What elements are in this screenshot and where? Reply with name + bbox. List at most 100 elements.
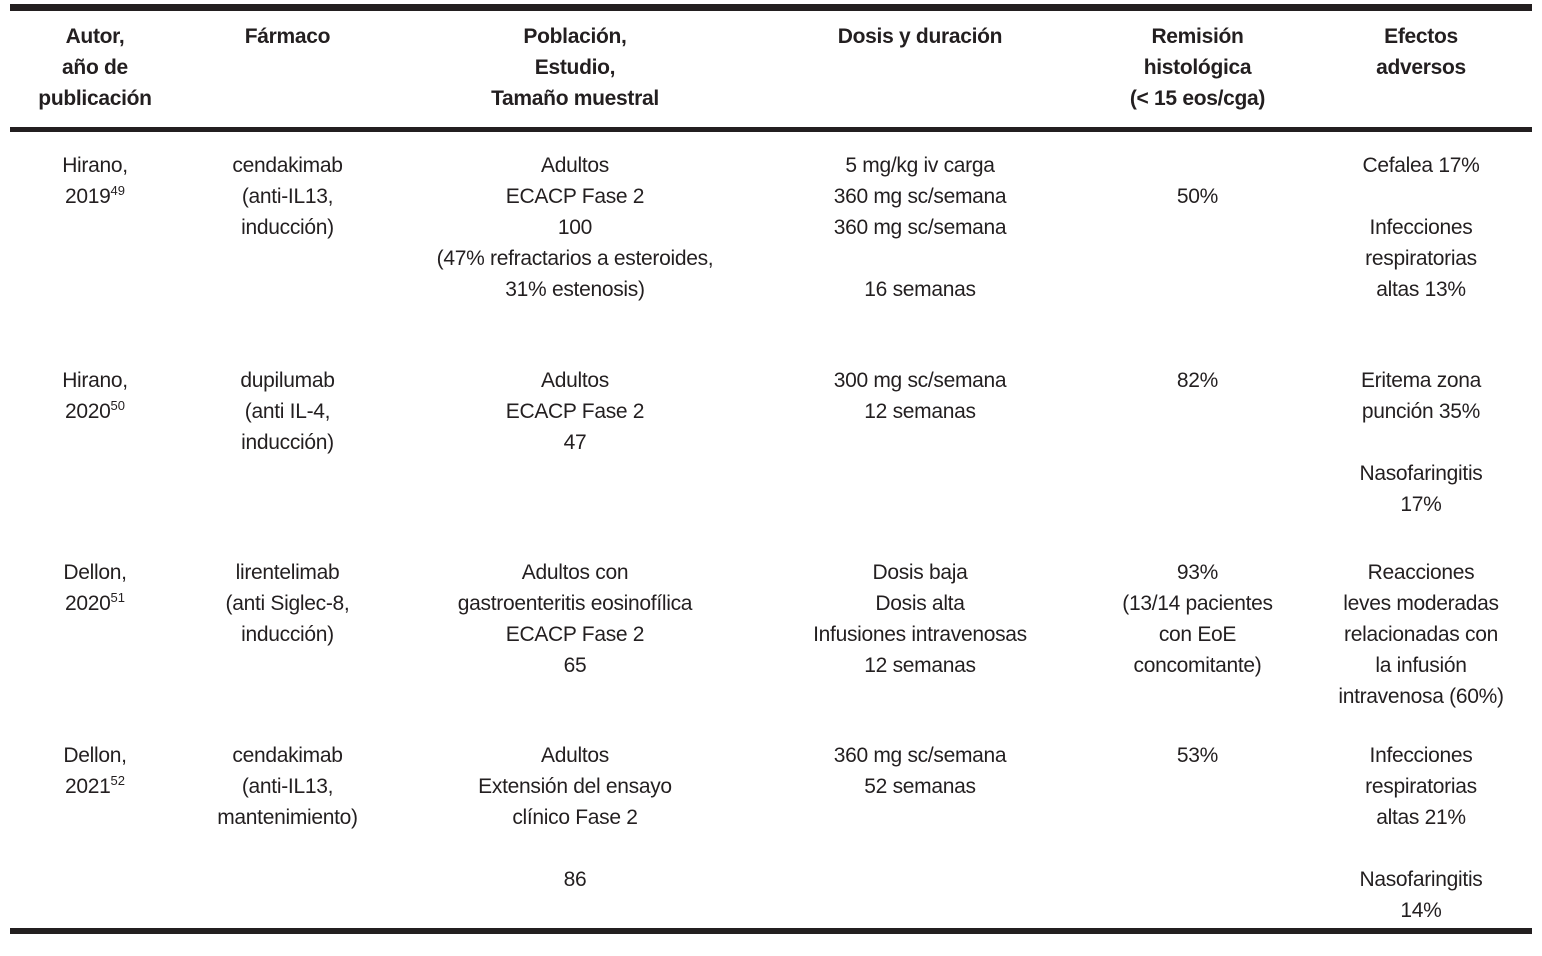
- poblacion-cell: Adultos con gastroenteritis eosinofílica E…: [395, 557, 755, 681]
- text-line: 14%: [1400, 899, 1442, 922]
- text-line: 52 semanas: [864, 775, 976, 798]
- text-line: Adultos: [541, 369, 609, 392]
- text-line: 100: [557, 216, 593, 239]
- text-line: Dosis baja: [872, 561, 968, 584]
- text-line: 360 mg sc/semana: [833, 744, 1007, 767]
- text-line: Dosis y duración: [837, 25, 1003, 48]
- column-header-farmaco: Fármaco: [180, 21, 395, 114]
- author-year: 201949: [65, 183, 125, 208]
- text-line: intravenosa (60%): [1338, 685, 1504, 708]
- efectos-cell: Eritema zona punción 35% Nasofaringitis 17…: [1310, 365, 1532, 520]
- dosis-cell: 300 mg sc/semana 12 semanas: [755, 365, 1085, 427]
- efectos-cell: Cefalea 17% Infecciones respiratorias alta…: [1310, 150, 1532, 305]
- table-row: Hirano, 201949 cendakimab (anti-IL13, indu…: [10, 132, 1532, 365]
- text-line: [1310, 181, 1532, 212]
- farmaco-cell: lirentelimab (anti Siglec-8, inducción): [180, 557, 395, 650]
- remision-cell: 50%: [1085, 150, 1310, 212]
- text-line: (anti-IL13,: [241, 185, 334, 208]
- text-line: (< 15 eos/cga): [1129, 87, 1266, 110]
- text-line: 300 mg sc/semana: [833, 369, 1007, 392]
- text-line: altas 13%: [1376, 278, 1466, 301]
- reference-superscript: 51: [110, 590, 125, 605]
- author-year: 202152: [65, 773, 125, 798]
- dosis-cell: Dosis baja Dosis alta Infusiones intraveno…: [755, 557, 1085, 681]
- text-line: Tamaño muestral: [491, 87, 659, 110]
- text-line: inducción): [241, 431, 334, 454]
- text-line: gastroenteritis eosinofílica: [457, 592, 693, 615]
- remision-cell: 93% (13/14 pacientes con EoE concomitante): [1085, 557, 1310, 681]
- text-line: año de: [62, 56, 128, 79]
- text-line: Adultos con: [521, 561, 629, 584]
- text-line: Estudio,: [534, 56, 616, 79]
- dosis-cell: 5 mg/kg iv carga 360 mg sc/semana 360 mg s…: [755, 150, 1085, 305]
- text-line: Dosis alta: [875, 592, 965, 615]
- text-line: Adultos: [541, 744, 609, 767]
- text-line: ECACP Fase 2: [505, 623, 645, 646]
- text-line: Nasofaringitis: [1359, 868, 1483, 891]
- text-line: 53%: [1176, 744, 1219, 767]
- text-line: dupilumab: [240, 369, 335, 392]
- text-line: lirentelimab: [235, 561, 340, 584]
- column-header-dosis: Dosis y duración: [755, 21, 1085, 114]
- text-line: Infecciones: [1369, 744, 1473, 767]
- text-line: Nasofaringitis: [1359, 462, 1483, 485]
- text-line: inducción): [241, 623, 334, 646]
- remision-cell: 82%: [1085, 365, 1310, 396]
- text-line: 47: [563, 431, 587, 454]
- text-line: [395, 833, 755, 864]
- text-line: ECACP Fase 2: [505, 400, 645, 423]
- text-line: inducción): [241, 216, 334, 239]
- farmaco-cell: cendakimab (anti-IL13, mantenimiento): [180, 740, 395, 833]
- column-header-autor: Autor, año de publicación: [10, 21, 180, 114]
- text-line: 93%: [1176, 561, 1219, 584]
- text-line: relacionadas con: [1344, 623, 1498, 646]
- author-cell: Dellon, 202051: [10, 557, 180, 619]
- text-line: Adultos: [541, 154, 609, 177]
- text-line: histológica: [1143, 56, 1252, 79]
- poblacion-cell: Adultos ECACP Fase 2 100 (47% refractarios …: [395, 150, 755, 305]
- text-line: 16 semanas: [864, 278, 976, 301]
- text-line: 50%: [1176, 185, 1219, 208]
- remision-cell: 53%: [1085, 740, 1310, 771]
- table-header: Autor, año de publicación Fármaco Població…: [10, 11, 1532, 132]
- author-cell: Hirano, 202050: [10, 365, 180, 427]
- text-line: [1310, 833, 1532, 864]
- author-name: Dellon,: [63, 744, 127, 767]
- efectos-cell: Infecciones respiratorias altas 21% Nasofa…: [1310, 740, 1532, 926]
- farmaco-cell: dupilumab (anti IL-4, inducción): [180, 365, 395, 458]
- text-line: concomitante): [1133, 654, 1262, 677]
- text-line: Efectos: [1384, 25, 1458, 48]
- text-line: 31% estenosis): [505, 278, 645, 301]
- author-year: 202050: [65, 398, 125, 423]
- text-line: Extensión del ensayo: [478, 775, 672, 798]
- text-line: 12 semanas: [864, 654, 976, 677]
- text-line: [1310, 427, 1532, 458]
- text-line: la infusión: [1375, 654, 1467, 677]
- text-line: Infecciones: [1369, 216, 1473, 239]
- column-header-remision: Remisión histológica (< 15 eos/cga): [1085, 21, 1310, 114]
- text-line: Fármaco: [244, 25, 331, 48]
- reference-superscript: 52: [110, 773, 125, 788]
- text-line: [755, 243, 1085, 274]
- text-line: con EoE: [1158, 623, 1237, 646]
- table-row: Hirano, 202050 dupilumab (anti IL-4, induc…: [10, 365, 1532, 557]
- text-line: [1085, 150, 1310, 181]
- studies-table: Autor, año de publicación Fármaco Població…: [10, 4, 1532, 934]
- text-line: (47% refractarios a esteroides,: [436, 247, 714, 270]
- text-line: 17%: [1400, 493, 1442, 516]
- text-line: Remisión: [1151, 25, 1244, 48]
- text-line: (anti IL-4,: [244, 400, 331, 423]
- text-line: (13/14 pacientes: [1122, 592, 1273, 615]
- text-line: cendakimab: [232, 744, 343, 767]
- table-body: Hirano, 201949 cendakimab (anti-IL13, indu…: [10, 132, 1532, 928]
- author-cell: Dellon, 202152: [10, 740, 180, 802]
- text-line: respiratorias: [1365, 247, 1477, 270]
- table-row: Dellon, 202152 cendakimab (anti-IL13, mant…: [10, 740, 1532, 928]
- poblacion-cell: Adultos ECACP Fase 2 47: [395, 365, 755, 458]
- text-line: punción 35%: [1361, 400, 1481, 423]
- text-line: (anti Siglec-8,: [225, 592, 350, 615]
- text-line: Población,: [523, 25, 627, 48]
- text-line: adversos: [1376, 56, 1466, 79]
- table-row: Dellon, 202051 lirentelimab (anti Siglec-…: [10, 557, 1532, 740]
- author-name: Hirano,: [62, 369, 128, 392]
